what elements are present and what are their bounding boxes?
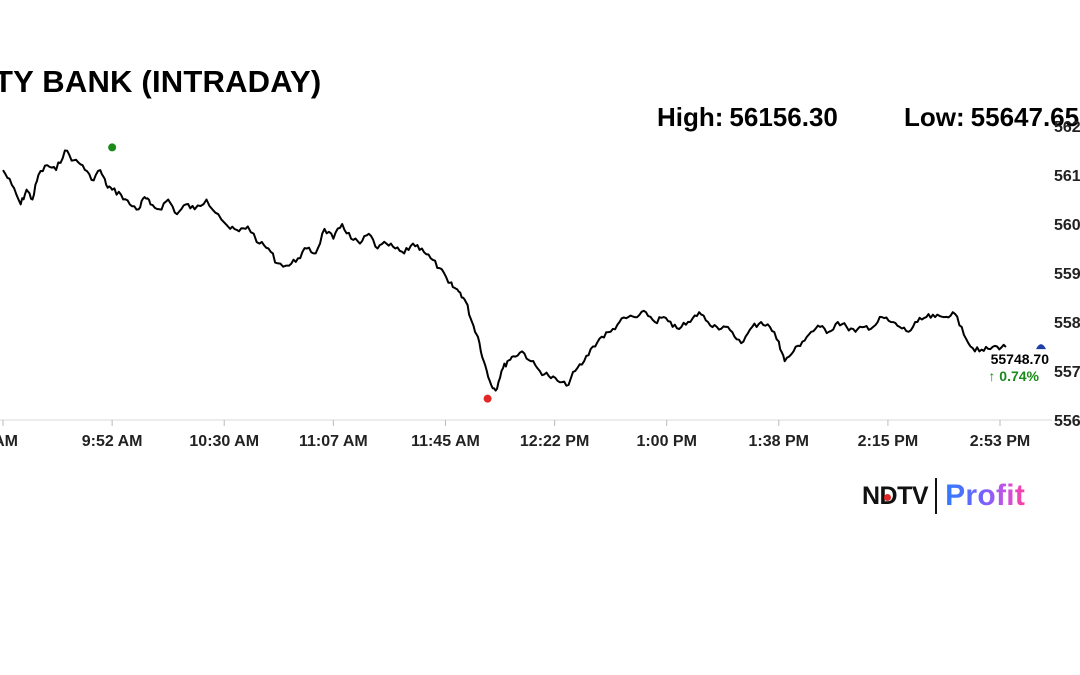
y-tick-label: 558 xyxy=(1054,315,1080,332)
logo-divider xyxy=(935,478,938,514)
y-tick-label: 561 xyxy=(1054,168,1080,185)
high-label: High: xyxy=(657,102,724,132)
y-tick-label: 562 xyxy=(1054,119,1080,136)
chart-title: TY BANK (INTRADAY) xyxy=(0,64,322,99)
logo-ndtv: NDTV xyxy=(862,481,929,510)
x-axis-ticks: AM 9:52 AM 10:30 AM 11:07 AM 11:45 AM 12:22 P… xyxy=(0,420,1030,450)
x-tick-label: 2:53 PM xyxy=(970,433,1030,450)
high-value: 56156.30 xyxy=(729,102,838,132)
y-tick-label: 559 xyxy=(1054,266,1080,283)
price-series-line xyxy=(2,149,1007,392)
last-price-marker xyxy=(1036,344,1046,350)
logo-red-dot-icon xyxy=(884,493,891,501)
x-tick-label: 1:38 PM xyxy=(749,433,809,450)
low-value: 55647.65 xyxy=(970,102,1080,132)
y-tick-label: 560 xyxy=(1054,217,1080,234)
y-tick-label: 556 xyxy=(1054,413,1080,430)
x-tick-label: 10:30 AM xyxy=(189,433,259,450)
high-low-stats: High: 56156.30 Low: 55647.65 xyxy=(657,102,1079,133)
logo-profit: Profit xyxy=(945,479,1026,512)
low-block: Low: 55647.65 xyxy=(904,102,1079,133)
y-tick-label: 557 xyxy=(1054,364,1080,381)
x-tick-label: 9:52 AM xyxy=(82,433,143,450)
last-price-label: 55748.70 xyxy=(991,351,1050,367)
last-change-label: ↑ 0.74% xyxy=(988,368,1039,384)
high-block: High: 56156.30 xyxy=(657,102,838,132)
high-point-marker xyxy=(108,143,117,152)
low-label: Low: xyxy=(904,102,965,132)
x-tick-label: 11:45 AM xyxy=(411,433,480,450)
x-tick-label: 1:00 PM xyxy=(636,433,696,450)
x-tick-label: 12:22 PM xyxy=(520,433,589,450)
low-point-marker xyxy=(483,394,492,403)
x-tick-label: AM xyxy=(0,433,18,450)
y-axis-ticks: 562 561 560 559 558 557 556 xyxy=(1054,119,1080,430)
ndtv-profit-logo: NDTV Profit xyxy=(862,478,1025,514)
x-tick-label: 2:15 PM xyxy=(858,433,918,450)
x-tick-label: 11:07 AM xyxy=(299,433,368,450)
